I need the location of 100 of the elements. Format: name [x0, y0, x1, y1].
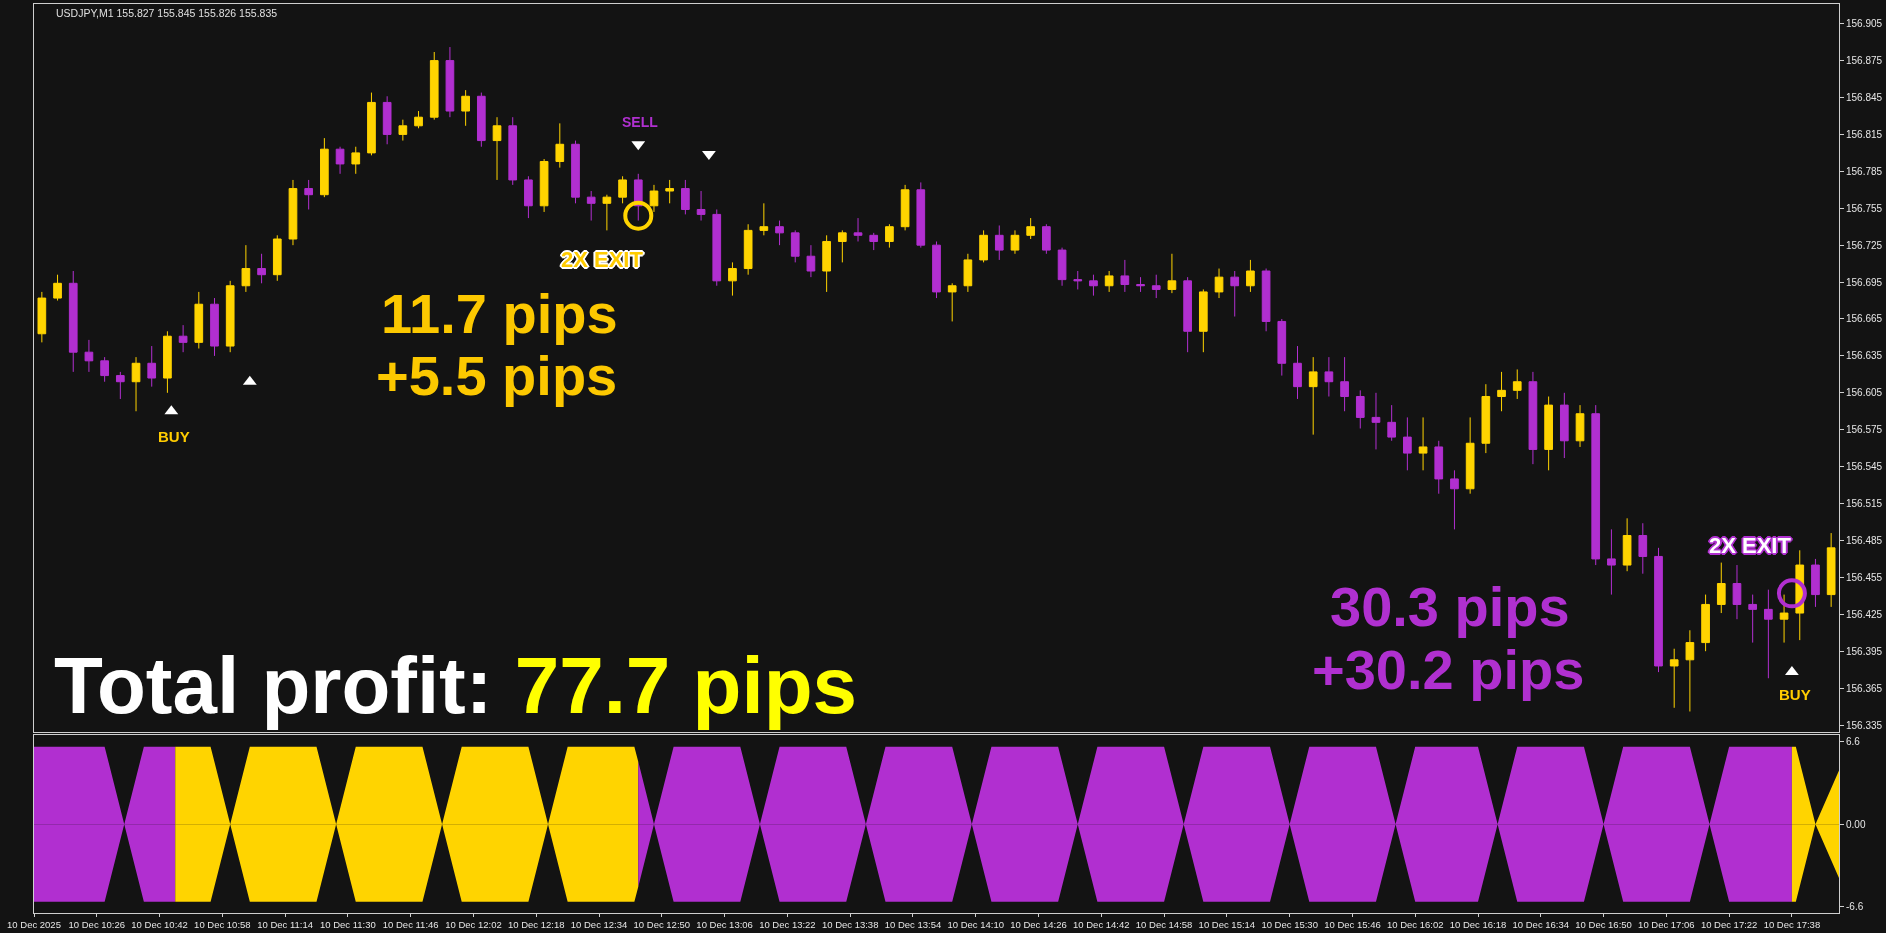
x-tick-label: 10 Dec 14:26	[1010, 919, 1067, 931]
candlestick	[210, 297, 219, 357]
candlestick	[178, 324, 188, 353]
y-tick-label: 156.425	[1846, 608, 1883, 620]
candlestick	[1089, 274, 1098, 297]
candlestick	[822, 234, 831, 293]
candlestick	[586, 190, 596, 222]
x-tick-label: 10 Dec 16:34	[1512, 919, 1570, 931]
candlestick	[524, 175, 533, 219]
x-tick-label: 10 Dec 11:14	[257, 919, 314, 931]
candlestick	[53, 274, 62, 302]
candlestick	[1230, 270, 1240, 318]
candlestick	[853, 217, 863, 242]
x-tick-label: 10 Dec 16:02	[1386, 919, 1444, 931]
y-tick-label: 156.485	[1846, 534, 1883, 546]
candlestick	[100, 356, 109, 383]
candlestick	[712, 208, 722, 287]
candlestick	[1685, 629, 1695, 712]
candlestick	[1136, 276, 1145, 293]
candlestick	[1622, 517, 1632, 572]
x-tick-label: 10 Dec 14:42	[1073, 919, 1130, 931]
candlestick	[115, 371, 125, 400]
candlestick	[1340, 356, 1349, 412]
annotation: SELL	[622, 114, 659, 130]
candlestick	[1826, 532, 1836, 608]
y-tick-label: 156.755	[1846, 202, 1883, 214]
candlestick	[1418, 416, 1428, 471]
y-tick-label: 156.845	[1846, 92, 1883, 104]
candlestick	[335, 146, 345, 175]
y-tick-label: 156.665	[1846, 313, 1883, 325]
candlestick	[414, 110, 423, 129]
y-tick-label: 156.875	[1846, 55, 1883, 67]
x-tick-label: 10 Dec 16:50	[1575, 919, 1632, 931]
candlestick	[1465, 416, 1475, 495]
candlestick	[759, 202, 769, 236]
candlestick	[1638, 522, 1648, 575]
x-tick-label: 10 Dec 12:18	[508, 919, 565, 931]
y-tick-label: 0.00	[1846, 818, 1866, 830]
annotation: 77.7 pips	[514, 641, 858, 730]
annotation: Total profit:	[54, 641, 493, 730]
candlestick	[1481, 383, 1491, 454]
annotation: 30.3 pips	[1330, 575, 1570, 638]
candlestick	[367, 92, 376, 156]
x-tick-label: 10 Dec 11:46	[382, 919, 439, 931]
candlestick	[1559, 392, 1569, 459]
y-tick-label: 156.905	[1846, 18, 1883, 30]
candlestick	[508, 116, 518, 186]
candlestick	[1544, 396, 1553, 471]
candlestick	[900, 184, 910, 231]
candlestick	[1434, 440, 1444, 495]
candlestick	[775, 220, 784, 246]
y-tick-label: 156.545	[1846, 461, 1883, 473]
candlestick	[68, 270, 78, 373]
candlestick	[1748, 594, 1758, 644]
x-tick-label: 10 Dec 12:02	[445, 919, 502, 931]
candlestick	[947, 282, 957, 322]
y-tick-label: 156.395	[1846, 645, 1883, 657]
candlestick	[1764, 589, 1773, 679]
annotation: +30.2 pips	[1312, 638, 1585, 701]
candlestick	[1214, 268, 1224, 299]
candlestick	[1324, 356, 1334, 397]
candlestick	[398, 119, 408, 142]
candlestick	[1497, 371, 1506, 412]
candlestick	[571, 140, 580, 204]
candlestick	[602, 194, 612, 231]
candlestick	[1512, 368, 1522, 400]
candlestick	[1528, 371, 1538, 465]
x-tick-label: 10 Dec 14:58	[1135, 919, 1193, 931]
x-tick-label: 10 Dec 13:54	[884, 919, 942, 931]
candlestick	[1575, 404, 1585, 448]
candlestick	[790, 229, 800, 263]
candlestick	[1732, 564, 1742, 620]
candlestick	[272, 234, 282, 282]
candlestick	[492, 116, 502, 181]
x-tick-label: 10 Dec 17:06	[1638, 919, 1695, 931]
candlestick	[429, 51, 439, 121]
candlestick	[1277, 318, 1287, 377]
x-tick-label: 10 Dec 15:46	[1324, 919, 1381, 931]
candlestick	[1450, 469, 1459, 530]
candlestick	[461, 89, 470, 127]
candlestick	[837, 229, 847, 263]
x-tick-label: 10 Dec 10:42	[131, 919, 188, 931]
point	[1776, 578, 1807, 609]
candlestick	[1654, 547, 1663, 673]
candlestick	[1701, 594, 1710, 652]
candlestick	[963, 253, 973, 293]
candlestick	[869, 232, 879, 251]
candlestick	[979, 229, 988, 263]
candlestick	[885, 223, 894, 249]
x-tick-label: 10 Dec 13:06	[696, 919, 753, 931]
y-tick-label: -6.6	[1846, 901, 1864, 913]
candlestick	[445, 46, 455, 118]
x-tick-label: 10 Dec 15:30	[1261, 919, 1318, 931]
candlestick	[1120, 259, 1130, 293]
annotation: BUY	[1779, 686, 1811, 703]
y-tick-label: 156.815	[1846, 128, 1883, 140]
candlestick	[555, 122, 565, 169]
candlestick	[1716, 562, 1726, 614]
x-tick-label: 10 Dec 13:22	[759, 919, 816, 931]
candlestick	[37, 291, 47, 343]
